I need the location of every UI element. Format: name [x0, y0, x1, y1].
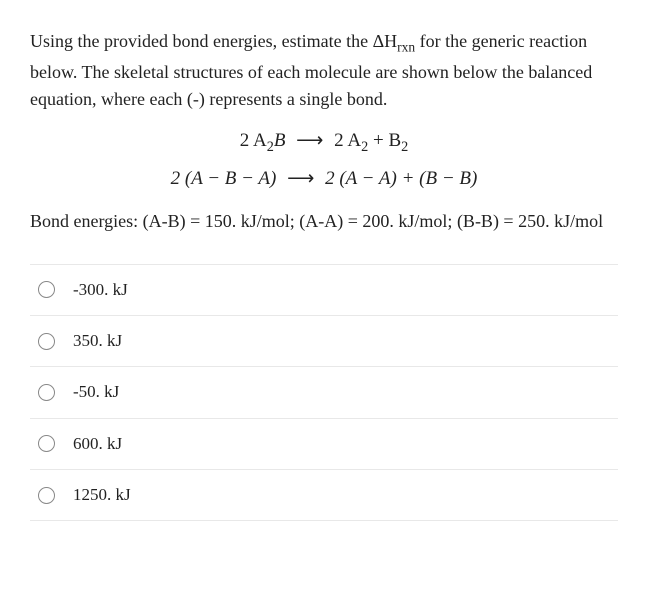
- question-sub: rxn: [397, 40, 415, 55]
- radio-icon: [38, 333, 55, 350]
- option-label: 600. kJ: [73, 431, 122, 457]
- question-prompt: Using the provided bond energies, estima…: [30, 28, 618, 114]
- option-1[interactable]: -300. kJ: [30, 264, 618, 316]
- option-label: 1250. kJ: [73, 482, 131, 508]
- equation-row-2: 2 (A − B − A) ⟶ 2 (A − A) + (B − B): [30, 164, 618, 193]
- equation-block: 2 A2B ⟶ 2 A2 + B2 2 (A − B − A) ⟶ 2 (A −…: [30, 126, 618, 193]
- eq1-right2: + B: [368, 130, 401, 151]
- options-list: -300. kJ 350. kJ -50. kJ 600. kJ 1250. k…: [30, 264, 618, 522]
- option-2[interactable]: 350. kJ: [30, 316, 618, 367]
- option-label: -300. kJ: [73, 277, 128, 303]
- radio-icon: [38, 435, 55, 452]
- eq1-sub3: 2: [401, 139, 408, 155]
- arrow-icon: ⟶: [281, 168, 320, 189]
- radio-icon: [38, 487, 55, 504]
- option-3[interactable]: -50. kJ: [30, 367, 618, 418]
- equation-row-1: 2 A2B ⟶ 2 A2 + B2: [30, 126, 618, 158]
- radio-icon: [38, 281, 55, 298]
- eq2-right: 2 (A − A) + (B − B): [325, 168, 477, 189]
- radio-icon: [38, 384, 55, 401]
- arrow-icon: ⟶: [290, 130, 329, 151]
- option-label: -50. kJ: [73, 379, 119, 405]
- question-intro: Using the provided bond energies, estima…: [30, 31, 397, 51]
- eq1-coef1: 2 A: [240, 130, 267, 151]
- bond-energies-text: Bond energies: (A-B) = 150. kJ/mol; (A-A…: [30, 208, 618, 236]
- eq2-left: 2 (A − B − A): [171, 168, 277, 189]
- eq1-sub1: 2: [267, 139, 274, 155]
- eq1-left2: B: [274, 130, 286, 151]
- eq1-right: 2 A: [334, 130, 361, 151]
- option-label: 350. kJ: [73, 328, 122, 354]
- option-5[interactable]: 1250. kJ: [30, 470, 618, 521]
- option-4[interactable]: 600. kJ: [30, 419, 618, 470]
